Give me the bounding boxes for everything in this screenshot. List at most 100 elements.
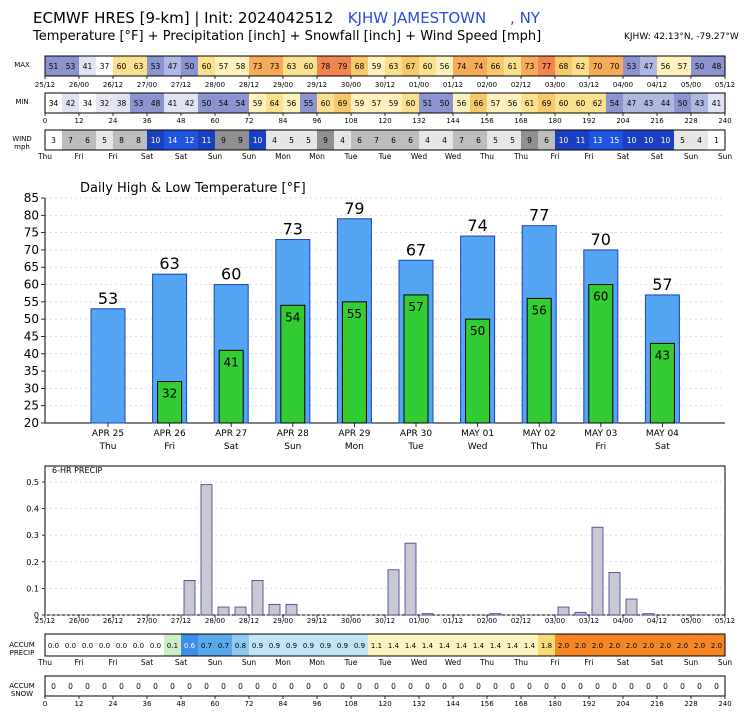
accum-precip-value: 0.0 — [133, 642, 144, 650]
accum-snow-value: 0 — [272, 682, 277, 691]
max-date-label: 30/00 — [341, 81, 361, 89]
accum-precip-value: 0.0 — [48, 642, 59, 650]
high-temp-bar — [90, 308, 126, 424]
accum-precip-label: ACCUM — [9, 641, 35, 649]
min-temp-value: 41 — [168, 99, 178, 108]
accum-precip-day-label: Wed — [445, 658, 462, 667]
min-temp-value: 54 — [219, 99, 229, 108]
accum-snow-cell — [300, 676, 317, 696]
min-temp-cell — [555, 93, 572, 113]
max-date-label: 01/12 — [443, 81, 463, 89]
wind-day-label: Fri — [551, 152, 560, 161]
accum-snow-value: 0 — [680, 682, 685, 691]
accum-snow-value: 0 — [629, 682, 634, 691]
min-temp-cell — [283, 93, 300, 113]
temp-day-label: Wed — [468, 442, 488, 452]
snow-hour-label: 84 — [279, 700, 288, 708]
max-temp-value: 48 — [712, 62, 722, 71]
max-temp-value: 66 — [491, 62, 501, 71]
accum-snow-label: ACCUM — [9, 682, 35, 690]
wind-value: 10 — [151, 136, 161, 145]
wind-cell — [181, 130, 198, 150]
high-temp-label: 73 — [283, 220, 303, 239]
wind-value: 6 — [408, 136, 413, 145]
wind-value: 9 — [527, 136, 532, 145]
wind-value: 8 — [136, 136, 141, 145]
max-temp-cell — [555, 56, 572, 76]
high-temp-label: 67 — [406, 240, 426, 259]
accum-snow-cell — [402, 676, 419, 696]
wind-cell — [385, 130, 402, 150]
max-temp-cell — [266, 56, 283, 76]
max-date-label: 29/12 — [307, 81, 327, 89]
precip-bar — [574, 611, 587, 616]
accum-snow-cell — [487, 676, 504, 696]
accum-precip-value: 0.9 — [303, 642, 314, 650]
precip-date-label: 27/00 — [137, 617, 157, 625]
wind-value: 10 — [559, 136, 569, 145]
snow-hour-label: 12 — [75, 700, 84, 708]
precip-chart-title: 6-HR PRECIP — [52, 466, 102, 475]
accum-precip-cell — [130, 634, 147, 656]
min-temp-value: 47 — [627, 99, 637, 108]
max-temp-value: 37 — [100, 62, 110, 71]
min-temp-value: 42 — [66, 99, 76, 108]
temp-day-label: Sun — [284, 442, 301, 452]
accum-snow-cell — [266, 676, 283, 696]
max-temp-cell — [147, 56, 164, 76]
temp-ytick-label: 45 — [24, 329, 39, 343]
snow-hour-label: 180 — [548, 700, 561, 708]
accum-snow-cell — [181, 676, 198, 696]
accum-snow-cell — [334, 676, 351, 696]
wind-value: 8 — [119, 136, 124, 145]
accum-precip-value: 0.9 — [320, 642, 331, 650]
high-temp-label: 53 — [98, 289, 118, 308]
wind-value: 15 — [610, 136, 620, 145]
wind-value: 9 — [323, 136, 328, 145]
max-temp-value: 60 — [304, 62, 314, 71]
snow-hour-label: 240 — [718, 700, 731, 708]
min-temp-value: 69 — [338, 99, 348, 108]
wind-value: 10 — [661, 136, 671, 145]
wind-cell — [215, 130, 232, 150]
accum-snow-value: 0 — [170, 682, 175, 691]
wind-day-label: Fri — [75, 152, 84, 161]
wind-cell — [96, 130, 113, 150]
wind-day-label: Thu — [479, 152, 494, 161]
wind-value: 6 — [476, 136, 481, 145]
accum-precip-value: 0.7 — [201, 642, 212, 650]
max-temp-value: 60 — [423, 62, 433, 71]
wind-cell — [572, 130, 589, 150]
accum-snow-cell — [674, 676, 691, 696]
accum-precip-value: 0.1 — [167, 642, 178, 650]
precip-ytick-label: 0.5 — [26, 478, 39, 487]
temp-ytick-label: 35 — [24, 364, 39, 378]
wind-cell — [130, 130, 147, 150]
accum-precip-cell — [657, 634, 674, 656]
temp-ytick-label: 75 — [24, 226, 39, 240]
accum-precip-day-label: Sat — [617, 658, 629, 667]
accum-snow-value: 0 — [136, 682, 141, 691]
low-temp-label: 43 — [655, 348, 670, 362]
max-date-label: 25/12 — [35, 81, 55, 89]
max-temp-cell — [589, 56, 606, 76]
precip-date-label: 02/12 — [511, 617, 531, 625]
low-temp-label: 60 — [593, 290, 608, 304]
max-temp-value: 53 — [151, 62, 161, 71]
accum-precip-value: 2.0 — [677, 642, 688, 650]
min-temp-value: 50 — [202, 99, 212, 108]
max-temp-value: 47 — [168, 62, 178, 71]
wind-frame — [44, 129, 726, 151]
precip-bar — [642, 613, 655, 616]
wind-cell — [606, 130, 623, 150]
temp-date-label: APR 26 — [154, 429, 186, 439]
accum-precip-frame — [44, 633, 726, 657]
temp-day-label: Fri — [164, 442, 175, 452]
max-temp-cell — [708, 56, 725, 76]
min-temp-value: 34 — [83, 99, 93, 108]
wind-cell — [368, 130, 385, 150]
min-temp-value: 50 — [440, 99, 450, 108]
low-temp-bar — [341, 301, 367, 424]
precip-bar — [421, 613, 434, 616]
min-temp-cell — [470, 93, 487, 113]
